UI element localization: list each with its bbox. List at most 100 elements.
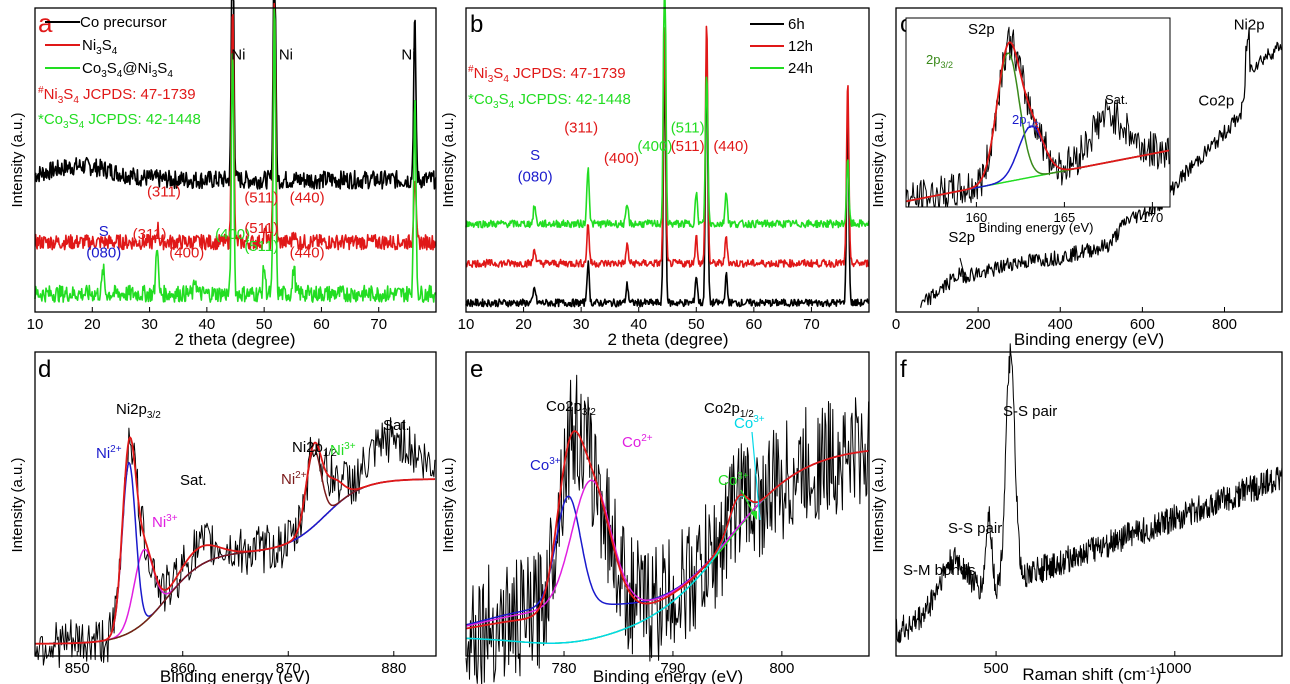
- legend-label-12h: 12h: [788, 38, 813, 55]
- inset-background: [906, 18, 1170, 207]
- x-tick-label: 40: [199, 316, 216, 333]
- panel-f-annotations: S-S pair S-S pair S-M bonds: [903, 403, 1057, 579]
- legend-label-24h: 24h: [788, 60, 813, 77]
- x-tick-label: 0: [892, 316, 900, 333]
- panel-c-y-label: Intensity (a.u.): [870, 112, 887, 207]
- survey-line: [920, 27, 1283, 308]
- x-tick-label: 10: [27, 316, 44, 333]
- label-co2plus: Co2+: [622, 433, 653, 451]
- panel-f-x-ticks: 500 1000: [984, 651, 1191, 677]
- panel-d: 850 860 870 880 d Ni2p3/2 Ni2+ Ni3+ Sat. Ni…: [9, 351, 437, 684]
- panel-b-frame: [465, 7, 870, 313]
- inset-frame: [905, 17, 1171, 208]
- panel-b-x-ticks: 10 20 30 40 50 60 70: [458, 307, 820, 333]
- panel-f-x-label: Raman shift (cm-1): [1022, 665, 1161, 684]
- x-tick-label: 70: [370, 316, 387, 333]
- peak-annotation: Ni: [401, 47, 415, 64]
- peak-annotation: (080): [86, 244, 121, 261]
- panel-d-x-ticks: 850 860 870 880: [65, 651, 406, 677]
- inset-plot-area: [905, 26, 1170, 208]
- inset-x-ticks: 160 165 170: [966, 202, 1163, 225]
- x-tick-label: 50: [256, 316, 273, 333]
- peak-annotation: (511): [244, 190, 278, 207]
- panel-f-frame: [895, 351, 1283, 657]
- raman-line: [895, 343, 1283, 644]
- inset-label-sat: Sat.: [1105, 92, 1128, 107]
- series-line: [465, 25, 870, 268]
- panel-b-plot-area: [465, 0, 870, 308]
- x-tick-label: 780: [552, 660, 577, 677]
- legend-label-ni3s4: Ni3S4: [82, 37, 118, 57]
- label-ss-pair-main: S-S pair: [1003, 403, 1057, 420]
- inset-raw-line: [905, 26, 1170, 208]
- panel-a-y-label: Intensity (a.u.): [9, 112, 26, 207]
- panel-c-x-ticks: 0 200 400 600 800: [892, 307, 1237, 333]
- panel-f-letter: f: [900, 356, 907, 383]
- co3plus-green-arrowhead: [750, 511, 757, 520]
- peak-annotation: (080): [518, 168, 553, 185]
- x-tick-label: 40: [630, 316, 647, 333]
- x-tick-label: 800: [769, 660, 794, 677]
- peak-annotation: (311): [133, 226, 167, 243]
- legend-label-6h: 6h: [788, 16, 805, 33]
- panel-b: 10 20 30 40 50 60 70 b 6h 12h 24h #Ni3S4 JCPDS…: [440, 0, 870, 349]
- x-tick-label: 70: [803, 316, 820, 333]
- x-tick-label: 600: [1130, 316, 1155, 333]
- x-tick-label: 50: [688, 316, 705, 333]
- x-tick-label: 20: [515, 316, 532, 333]
- peak-annotation: (400): [169, 244, 204, 261]
- panel-a-x-label: 2 theta (degree): [175, 330, 296, 349]
- x-tick-label: 400: [1048, 316, 1073, 333]
- peak-annotation: (440): [713, 138, 748, 155]
- ni2p-raw-line: [34, 417, 436, 668]
- label-sat-right: Sat.: [383, 417, 410, 434]
- peak-annotation: (400): [637, 138, 672, 155]
- label-co3plus-cyan: Co3+: [734, 414, 765, 432]
- legend-label-co-precursor: Co precursor: [80, 14, 167, 31]
- survey-annotation: Co2p: [1198, 92, 1234, 109]
- co2p-total-fit: [465, 430, 869, 630]
- series-line: [34, 8, 437, 303]
- panel-d-y-label: Intensity (a.u.): [9, 457, 26, 552]
- x-tick-label: 60: [746, 316, 763, 333]
- x-tick-label: 200: [966, 316, 991, 333]
- panel-e-letter: e: [470, 356, 483, 383]
- peak-annotation: (511): [671, 138, 705, 155]
- peak-annotation: (511): [244, 238, 278, 255]
- label-sm-bonds: S-M bonds: [903, 562, 976, 579]
- inset-x-label: Binding energy (eV): [979, 220, 1094, 235]
- panel-a-frame: [34, 7, 437, 313]
- panel-d-letter: d: [38, 356, 51, 383]
- panel-e-plot-area: [465, 374, 870, 684]
- panel-b-legend: 6h 12h 24h #Ni3S4 JCPDS: 47-1739 *Co3S4 …: [468, 16, 813, 111]
- peak-annotation: (311): [564, 120, 598, 137]
- panel-d-x-label: Binding energy (eV): [160, 667, 310, 684]
- panel-c-frame: [895, 7, 1283, 313]
- co3plus-cyan-arrow: [751, 431, 761, 521]
- survey-annotation: Ni2p: [1234, 16, 1265, 33]
- panel-e-y-label: Intensity (a.u.): [440, 457, 457, 552]
- panel-b-letter: b: [470, 11, 483, 38]
- peak-annotation: (511): [244, 220, 278, 237]
- peak-annotation: (311): [147, 183, 181, 200]
- panel-f-plot-area: [895, 343, 1283, 644]
- panel-b-annotations: S(080)(311)(400)(400)(511)(511) (440): [518, 120, 749, 186]
- legend-jcpds-ni3s4-b: #Ni3S4 JCPDS: 47-1739: [468, 64, 626, 85]
- panel-e-frame: [465, 351, 870, 657]
- s2p-arrowhead: [962, 276, 969, 284]
- x-tick-label: 10: [458, 316, 475, 333]
- x-tick-label: 30: [141, 316, 158, 333]
- x-tick-label: 860: [170, 660, 195, 677]
- legend-label-co3s4-ni3s4: Co3S4@Ni3S4: [82, 60, 173, 80]
- panel-a-x-ticks: 10 20 30 40 50 60 70: [27, 307, 387, 333]
- series-line: [34, 0, 437, 190]
- panel-d-frame: [34, 351, 437, 657]
- x-tick-label: 850: [65, 660, 90, 677]
- panel-b-y-label: Intensity (a.u.): [440, 112, 457, 207]
- label-ni3plus-right: Ni3+: [330, 441, 356, 459]
- label-ni2plus-left: Ni2+: [96, 444, 122, 462]
- series-line: [34, 2, 437, 251]
